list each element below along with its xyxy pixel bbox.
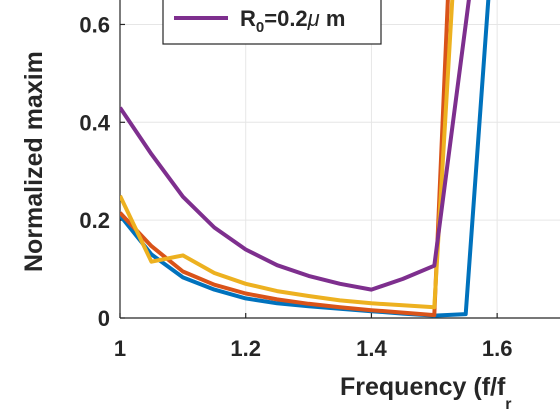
x-axis-label: Frequency (f/fr xyxy=(340,373,512,413)
x-axis-label-main: Frequency (f/f xyxy=(340,373,506,401)
series-lines xyxy=(120,0,491,318)
y-tick-label-0: 0 xyxy=(98,306,110,331)
x-tick-label-3: 1.6 xyxy=(482,336,513,361)
legend-value: =0.2 xyxy=(264,6,307,31)
x-tick-label-0: 1 xyxy=(114,336,126,361)
series-line-4 xyxy=(120,0,471,292)
y-tick-label-1: 0.2 xyxy=(79,208,110,233)
x-axis-label-subscript: r xyxy=(505,396,511,413)
axes xyxy=(119,0,560,319)
tick-labels: 1 1.2 1.4 1.6 0 0.2 0.4 0.6 xyxy=(79,12,512,361)
y-tick-label-3: 0.6 xyxy=(79,12,110,37)
legend-box xyxy=(162,0,382,45)
grid-lines xyxy=(119,0,560,319)
x-tick-label-2: 1.4 xyxy=(356,336,387,361)
series-line-3 xyxy=(120,0,455,310)
legend: R0=0.2μ m xyxy=(162,0,382,45)
y-axis-label: Normalized maxim xyxy=(20,51,48,272)
legend-r: R xyxy=(240,6,256,31)
legend-mu: μ xyxy=(307,6,320,31)
y-tick-label-2: 0.4 xyxy=(79,110,110,135)
x-tick-label-1: 1.2 xyxy=(230,336,261,361)
legend-unit: m xyxy=(320,6,346,31)
legend-sub: 0 xyxy=(256,19,264,36)
series-line-2 xyxy=(120,0,450,318)
legend-entry-label: R0=0.2μ m xyxy=(240,6,345,36)
